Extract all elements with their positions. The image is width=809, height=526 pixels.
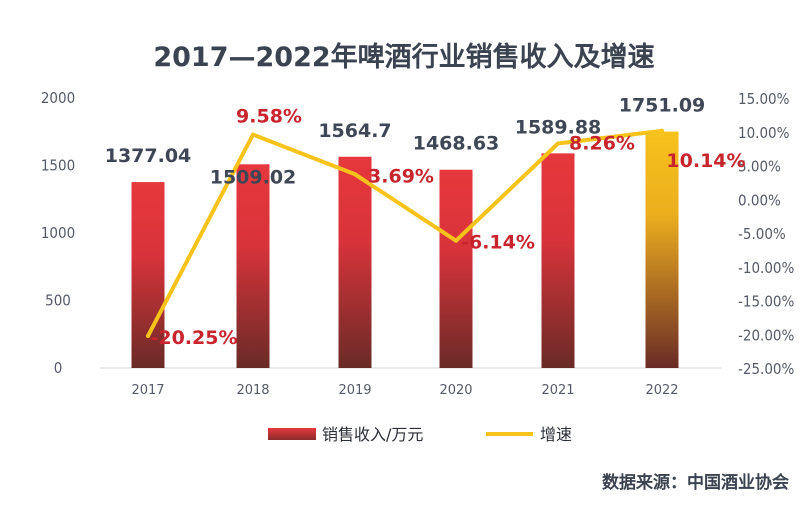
bar-value-label: 1509.02 <box>210 166 297 188</box>
growth-line <box>146 128 664 338</box>
x-axis-ticks: 2017 2018 2019 2020 2021 2022 <box>131 383 678 398</box>
bar-value-labels: 1377.04 1509.02 1564.7 1468.63 1589.88 1751.0… <box>105 95 706 189</box>
left-tick-label: 500 <box>45 292 71 310</box>
left-tick-label: 2000 <box>41 89 75 107</box>
right-tick-label: -10.00% <box>738 259 794 277</box>
bar-value-label: 1564.7 <box>318 120 391 142</box>
x-tick-label: 2021 <box>541 383 574 398</box>
bar-value-label: 1468.63 <box>413 133 500 155</box>
right-tick-label: -5.00% <box>738 225 786 243</box>
right-tick-label: -25.00% <box>738 360 794 378</box>
growth-rate-label: 10.14% <box>666 150 745 172</box>
bar-2020 <box>439 169 473 368</box>
right-tick-label: 10.00% <box>738 124 790 142</box>
legend-bar-swatch <box>268 428 316 440</box>
bar-2022 <box>645 131 679 368</box>
growth-point-2017 <box>146 333 150 338</box>
growth-line-series <box>146 128 664 338</box>
x-tick-label: 2022 <box>645 383 678 398</box>
right-axis-ticks: 15.00% 10.00% 5.00% 0.00% -5.00% -10.00% -15.0… <box>738 90 794 378</box>
left-axis-ticks: 0 500 1000 1500 2000 <box>41 89 75 377</box>
x-tick-label: 2019 <box>338 383 371 398</box>
right-tick-label: -15.00% <box>738 293 794 311</box>
bar-2021 <box>541 153 575 368</box>
bar-2019 <box>338 156 372 368</box>
growth-rate-label: -6.14% <box>461 232 535 254</box>
legend-bar-label: 销售收入/万元 <box>322 425 423 444</box>
chart-title: 2017—2022年啤酒行业销售收入及增速 <box>153 41 654 73</box>
growth-rate-label: 8.26% <box>569 132 635 154</box>
x-tick-label: 2017 <box>131 383 164 398</box>
right-tick-label: -20.00% <box>738 326 794 344</box>
x-tick-label: 2020 <box>439 383 472 398</box>
x-tick-label: 2018 <box>236 383 269 398</box>
growth-point-2020 <box>454 238 458 243</box>
right-tick-label: 0.00% <box>738 191 781 209</box>
growth-point-2018 <box>251 132 255 137</box>
growth-point-2021 <box>556 141 560 146</box>
growth-rate-label: -20.25% <box>150 327 237 349</box>
right-tick-label: 5.00% <box>738 158 781 176</box>
bar-series <box>131 131 679 368</box>
growth-rate-labels: -20.25% 9.58% 3.69% -6.14% 8.26% 10.14% <box>150 106 745 349</box>
growth-point-2022 <box>660 128 664 133</box>
left-tick-label: 1000 <box>41 224 75 242</box>
growth-rate-label: 3.69% <box>368 165 434 187</box>
bar-2018 <box>236 164 270 368</box>
left-tick-label: 1500 <box>41 157 75 175</box>
left-tick-label: 0 <box>54 359 63 377</box>
right-tick-label: 15.00% <box>738 90 790 108</box>
bar-value-label: 1377.04 <box>105 145 192 167</box>
legend: 销售收入/万元 增速 <box>268 425 572 444</box>
bar-value-label: 1589.88 <box>515 116 602 138</box>
source-note: 数据来源：中国酒业协会 <box>602 472 789 493</box>
bar-value-label: 1751.09 <box>619 95 706 117</box>
growth-point-2019 <box>353 172 357 177</box>
growth-rate-label: 9.58% <box>236 106 302 128</box>
legend-line-label: 增速 <box>540 425 572 444</box>
